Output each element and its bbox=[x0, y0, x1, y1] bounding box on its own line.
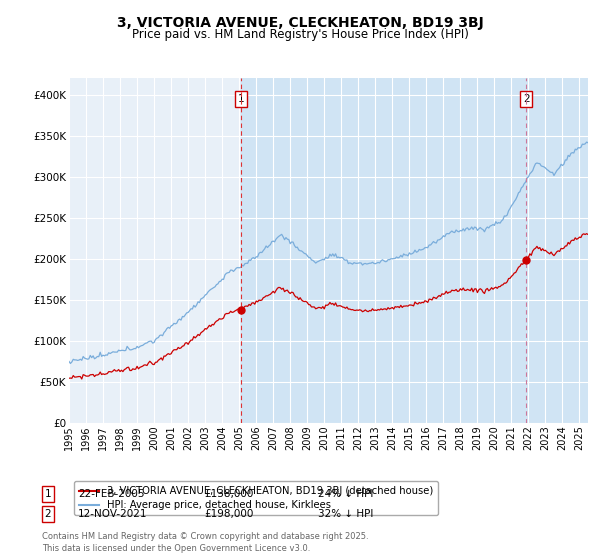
Legend: 3, VICTORIA AVENUE, CLECKHEATON, BD19 3BJ (detached house), HPI: Average price, : 3, VICTORIA AVENUE, CLECKHEATON, BD19 3B… bbox=[74, 481, 438, 515]
Text: 32% ↓ HPI: 32% ↓ HPI bbox=[318, 509, 373, 519]
Text: £138,000: £138,000 bbox=[204, 489, 253, 499]
Text: 2: 2 bbox=[523, 94, 530, 104]
Text: 24% ↓ HPI: 24% ↓ HPI bbox=[318, 489, 373, 499]
Text: Contains HM Land Registry data © Crown copyright and database right 2025.
This d: Contains HM Land Registry data © Crown c… bbox=[42, 533, 368, 553]
Text: 22-FEB-2005: 22-FEB-2005 bbox=[78, 489, 145, 499]
Text: Price paid vs. HM Land Registry's House Price Index (HPI): Price paid vs. HM Land Registry's House … bbox=[131, 28, 469, 41]
Point bbox=[236, 305, 246, 314]
Point bbox=[521, 256, 531, 265]
Text: 2: 2 bbox=[44, 509, 52, 519]
Text: 1: 1 bbox=[238, 94, 245, 104]
Text: £198,000: £198,000 bbox=[204, 509, 253, 519]
Text: 12-NOV-2021: 12-NOV-2021 bbox=[78, 509, 148, 519]
Text: 3, VICTORIA AVENUE, CLECKHEATON, BD19 3BJ: 3, VICTORIA AVENUE, CLECKHEATON, BD19 3B… bbox=[116, 16, 484, 30]
Text: 1: 1 bbox=[44, 489, 52, 499]
Bar bbox=[241, 78, 588, 423]
